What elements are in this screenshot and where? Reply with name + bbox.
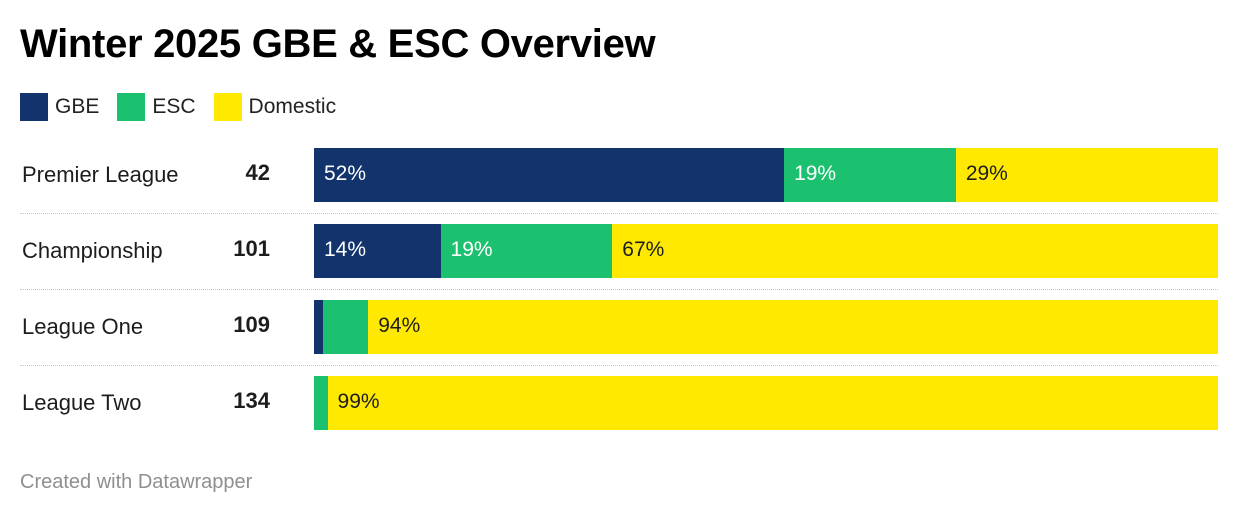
data-label: 19% — [450, 238, 493, 261]
category-total: 134 — [233, 388, 270, 413]
legend-swatch — [213, 93, 242, 121]
chart-rows: Premier League 42 52% 19% 29% Championship 101… — [20, 148, 1218, 452]
bar-segment-esc: 19% — [784, 148, 956, 202]
legend-item-gbe: GBE — [20, 93, 99, 121]
category-label: League Two — [22, 390, 142, 415]
bar-row: League Two 134 99% — [20, 376, 1218, 430]
bar-segment-domestic: 29% — [955, 148, 1218, 202]
data-label: 52% — [324, 162, 367, 185]
legend-item-domestic: Domestic — [213, 93, 337, 121]
stacked-bar: 94% — [314, 300, 1218, 354]
footer-credit: Created with Datawrapper — [20, 471, 253, 493]
category-label: Championship — [22, 238, 163, 263]
bar-segment-gbe — [314, 300, 324, 354]
bar-segment-esc: 19% — [440, 224, 613, 278]
stacked-bar: 14% 19% 67% — [314, 224, 1218, 278]
legend-label: Domestic — [248, 95, 337, 118]
bar-segment-domestic: 94% — [368, 300, 1218, 354]
data-label: 19% — [794, 162, 837, 185]
category-label: League One — [22, 314, 144, 339]
legend-item-esc: ESC — [117, 93, 196, 121]
bar-row: League One 109 94% — [20, 300, 1218, 366]
bar-row: Championship 101 14% 19% 67% — [20, 224, 1218, 290]
legend-swatch — [20, 93, 48, 121]
bar-row: Premier League 42 52% 19% 29% — [20, 148, 1218, 214]
legend-label: ESC — [152, 95, 196, 118]
data-label: 67% — [622, 238, 665, 261]
category-total: 101 — [233, 236, 270, 261]
category-label: Premier League — [22, 162, 179, 187]
bar-segment-esc — [314, 376, 328, 430]
legend: GBE ESC Domestic — [20, 93, 354, 121]
bar-segment-gbe: 52% — [314, 148, 785, 202]
stacked-bar: 52% 19% 29% — [314, 148, 1218, 202]
stacked-bar: 99% — [314, 376, 1218, 430]
category-total: 42 — [245, 160, 270, 185]
bar-segment-esc — [323, 300, 369, 354]
data-label: 99% — [337, 390, 380, 413]
bar-segment-domestic: 67% — [612, 224, 1218, 278]
category-total: 109 — [233, 312, 270, 337]
chart-title: Winter 2025 GBE & ESC Overview — [20, 22, 656, 66]
data-label: 14% — [324, 238, 367, 261]
legend-swatch — [117, 93, 146, 121]
bar-segment-gbe: 14% — [314, 224, 441, 278]
data-label: 29% — [965, 162, 1008, 185]
bar-segment-domestic: 99% — [327, 376, 1218, 430]
legend-label: GBE — [55, 95, 100, 118]
data-label: 94% — [378, 314, 421, 337]
